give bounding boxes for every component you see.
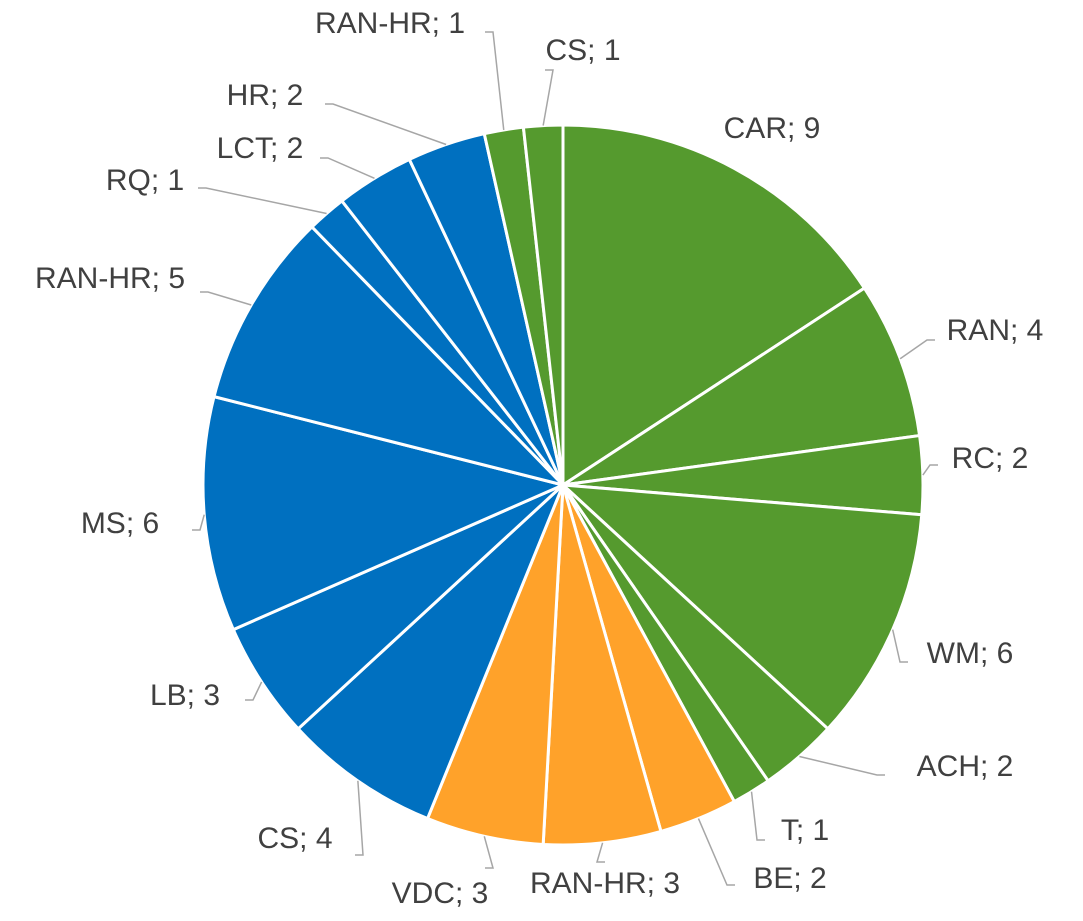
pie-slice [562, 286, 922, 487]
pie-slice [521, 123, 565, 486]
leader-line [595, 842, 605, 863]
leader-line [899, 339, 935, 360]
pie-slice [558, 483, 924, 731]
data-label: LCT; 2 [217, 132, 304, 165]
leader-line [891, 629, 908, 663]
pie-slice [296, 483, 565, 821]
leader-line [542, 69, 554, 126]
data-label: MS; 6 [81, 507, 159, 540]
data-label: RC; 2 [952, 442, 1029, 475]
leader-line [200, 291, 252, 306]
data-label: RAN; 4 [947, 314, 1044, 347]
data-label: CAR; 9 [724, 112, 821, 145]
leader-line [325, 103, 447, 146]
leader-line [483, 836, 494, 869]
leader-line [750, 791, 765, 841]
leader-line [485, 31, 505, 130]
leader-line [355, 780, 364, 856]
leader-line [192, 514, 205, 531]
data-label: LB; 3 [150, 679, 220, 712]
data-label: BE; 2 [753, 862, 826, 895]
data-label: VDC; 3 [392, 877, 489, 910]
data-label: RAN-HR; 5 [35, 262, 185, 295]
data-label: HR; 2 [227, 79, 304, 112]
data-label: ACH; 2 [917, 750, 1014, 783]
leader-line [198, 187, 327, 215]
leader-line [697, 818, 735, 886]
data-label: WM; 6 [927, 637, 1014, 670]
data-label: RAN-HR; 3 [530, 867, 680, 900]
data-label: RQ; 1 [106, 164, 184, 197]
data-label: CS; 4 [257, 822, 332, 855]
leader-line [799, 755, 885, 776]
pie-slice [212, 224, 568, 488]
leader-line [320, 157, 375, 179]
pie-slice [561, 123, 867, 488]
leader-line [922, 464, 938, 476]
leader-line [245, 681, 263, 701]
data-label: CS; 1 [545, 34, 620, 67]
data-label: T; 1 [781, 814, 829, 847]
data-label: RAN-HR; 1 [315, 7, 465, 40]
pie-slice [201, 394, 568, 632]
